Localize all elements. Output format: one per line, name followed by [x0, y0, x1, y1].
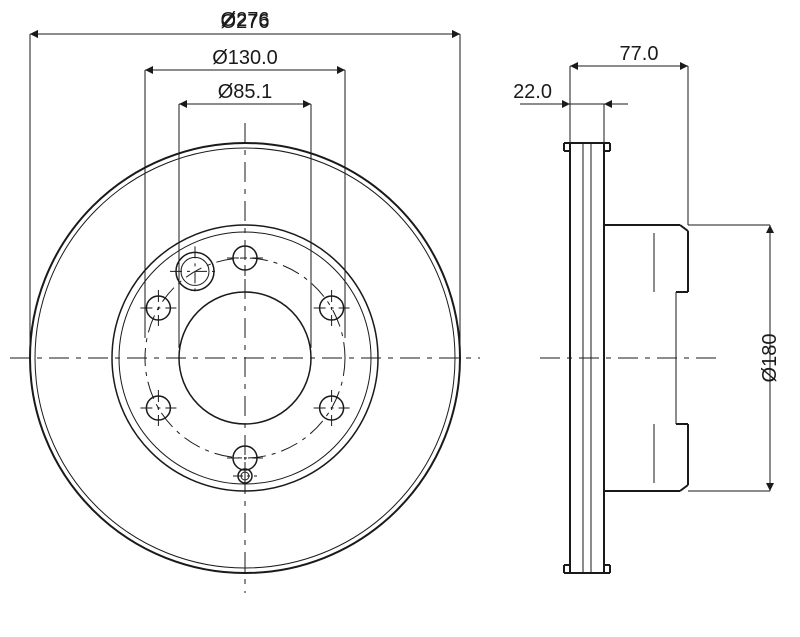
- dim-d180: Ø180: [759, 334, 781, 383]
- dim-d276: Ø276: [221, 11, 270, 33]
- dim-w22: 22.0: [513, 81, 552, 103]
- technical-drawing: Ø276Ø276Ø130.0Ø85.177.022.0Ø180: [0, 0, 800, 637]
- dim-d130: Ø130.0: [212, 47, 278, 69]
- dim-w77: 77.0: [620, 43, 659, 65]
- dim-d85: Ø85.1: [218, 81, 272, 103]
